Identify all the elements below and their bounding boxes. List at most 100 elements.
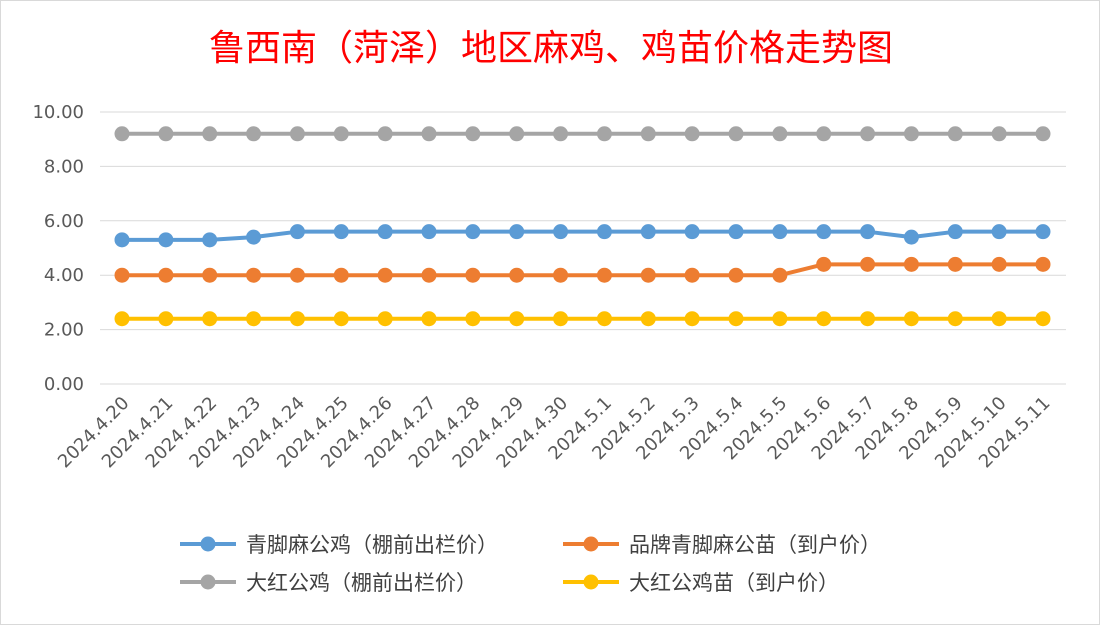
data-point [377, 267, 393, 283]
data-point [158, 126, 174, 142]
data-point [377, 126, 393, 142]
data-point [377, 224, 393, 240]
data-point [860, 311, 876, 327]
legend-swatch-marker [200, 574, 216, 590]
data-point [421, 126, 437, 142]
data-point [465, 224, 481, 240]
data-point [860, 126, 876, 142]
data-point [333, 267, 349, 283]
legend: 青脚麻公鸡（棚前出栏价） 品牌青脚麻公苗（到户价） 大红公鸡（棚前出栏价） 大红公鸡苗… [180, 533, 881, 595]
series-line [122, 262, 1043, 278]
data-point [289, 224, 305, 240]
data-point [903, 311, 919, 327]
data-point [289, 267, 305, 283]
data-point [947, 256, 963, 272]
series-2 [114, 256, 1051, 283]
data-point [728, 224, 744, 240]
data-point [158, 311, 174, 327]
legend-entry: 品牌青脚麻公苗（到户价） [563, 533, 881, 557]
data-point [728, 311, 744, 327]
data-point [772, 267, 788, 283]
gridlines [100, 111, 1066, 385]
data-point [772, 311, 788, 327]
data-point [246, 267, 262, 283]
data-point [684, 311, 700, 327]
data-point [553, 126, 569, 142]
legend-swatch-marker [583, 536, 599, 552]
data-point [596, 126, 612, 142]
series-line [122, 229, 1043, 242]
data-point [202, 126, 218, 142]
data-point [1035, 256, 1051, 272]
y-tick-label: 6.00 [44, 211, 84, 232]
data-point [684, 126, 700, 142]
data-point [903, 126, 919, 142]
data-point [860, 256, 876, 272]
data-point [903, 229, 919, 245]
data-point [289, 126, 305, 142]
data-point [509, 311, 525, 327]
chart-title: 鲁西南（菏泽）地区麻鸡、鸡苗价格走势图 [209, 28, 893, 69]
legend-label: 大红公鸡苗（到户价） [629, 571, 839, 595]
series-3 [114, 126, 1051, 142]
y-tick-label: 10.00 [32, 102, 84, 123]
data-point [991, 126, 1007, 142]
data-point [1035, 224, 1051, 240]
data-point [553, 267, 569, 283]
data-point [772, 224, 788, 240]
y-axis-tick-labels: 0.00 2.00 4.00 6.00 8.00 10.00 [32, 102, 84, 395]
data-point [377, 311, 393, 327]
data-point [816, 224, 832, 240]
data-point [640, 311, 656, 327]
legend-entry: 大红公鸡（棚前出栏价） [180, 571, 477, 595]
data-point [947, 126, 963, 142]
data-point [816, 126, 832, 142]
data-point [158, 232, 174, 248]
series-1 [114, 224, 1051, 248]
data-point [596, 224, 612, 240]
data-point [596, 267, 612, 283]
data-point [421, 311, 437, 327]
legend-swatch-marker [200, 536, 216, 552]
data-point [246, 311, 262, 327]
y-tick-label: 0.00 [44, 374, 84, 395]
data-point [947, 311, 963, 327]
data-point [114, 311, 130, 327]
data-point [1035, 126, 1051, 142]
data-point [421, 267, 437, 283]
series-lines [114, 126, 1051, 327]
data-point [158, 267, 174, 283]
data-point [816, 256, 832, 272]
data-point [246, 126, 262, 142]
data-point [509, 126, 525, 142]
data-point [640, 126, 656, 142]
y-tick-label: 8.00 [44, 156, 84, 177]
legend-entry: 青脚麻公鸡（棚前出栏价） [180, 533, 498, 557]
data-point [289, 311, 305, 327]
data-point [991, 256, 1007, 272]
data-point [202, 267, 218, 283]
series-4 [114, 311, 1051, 327]
data-point [333, 311, 349, 327]
data-point [903, 256, 919, 272]
legend-label: 青脚麻公鸡（棚前出栏价） [246, 533, 498, 557]
data-point [114, 267, 130, 283]
data-point [728, 267, 744, 283]
y-tick-label: 2.00 [44, 320, 84, 341]
data-point [333, 224, 349, 240]
data-point [684, 267, 700, 283]
data-point [465, 311, 481, 327]
x-axis-tick-labels: 2024.4.202024.4.212024.4.222024.4.232024… [54, 393, 1055, 473]
legend-label: 品牌青脚麻公苗（到户价） [629, 533, 881, 557]
data-point [772, 126, 788, 142]
data-point [202, 232, 218, 248]
data-point [816, 311, 832, 327]
legend-swatch-marker [583, 574, 599, 590]
data-point [684, 224, 700, 240]
y-tick-label: 4.00 [44, 265, 84, 286]
data-point [991, 224, 1007, 240]
data-point [333, 126, 349, 142]
data-point [1035, 311, 1051, 327]
